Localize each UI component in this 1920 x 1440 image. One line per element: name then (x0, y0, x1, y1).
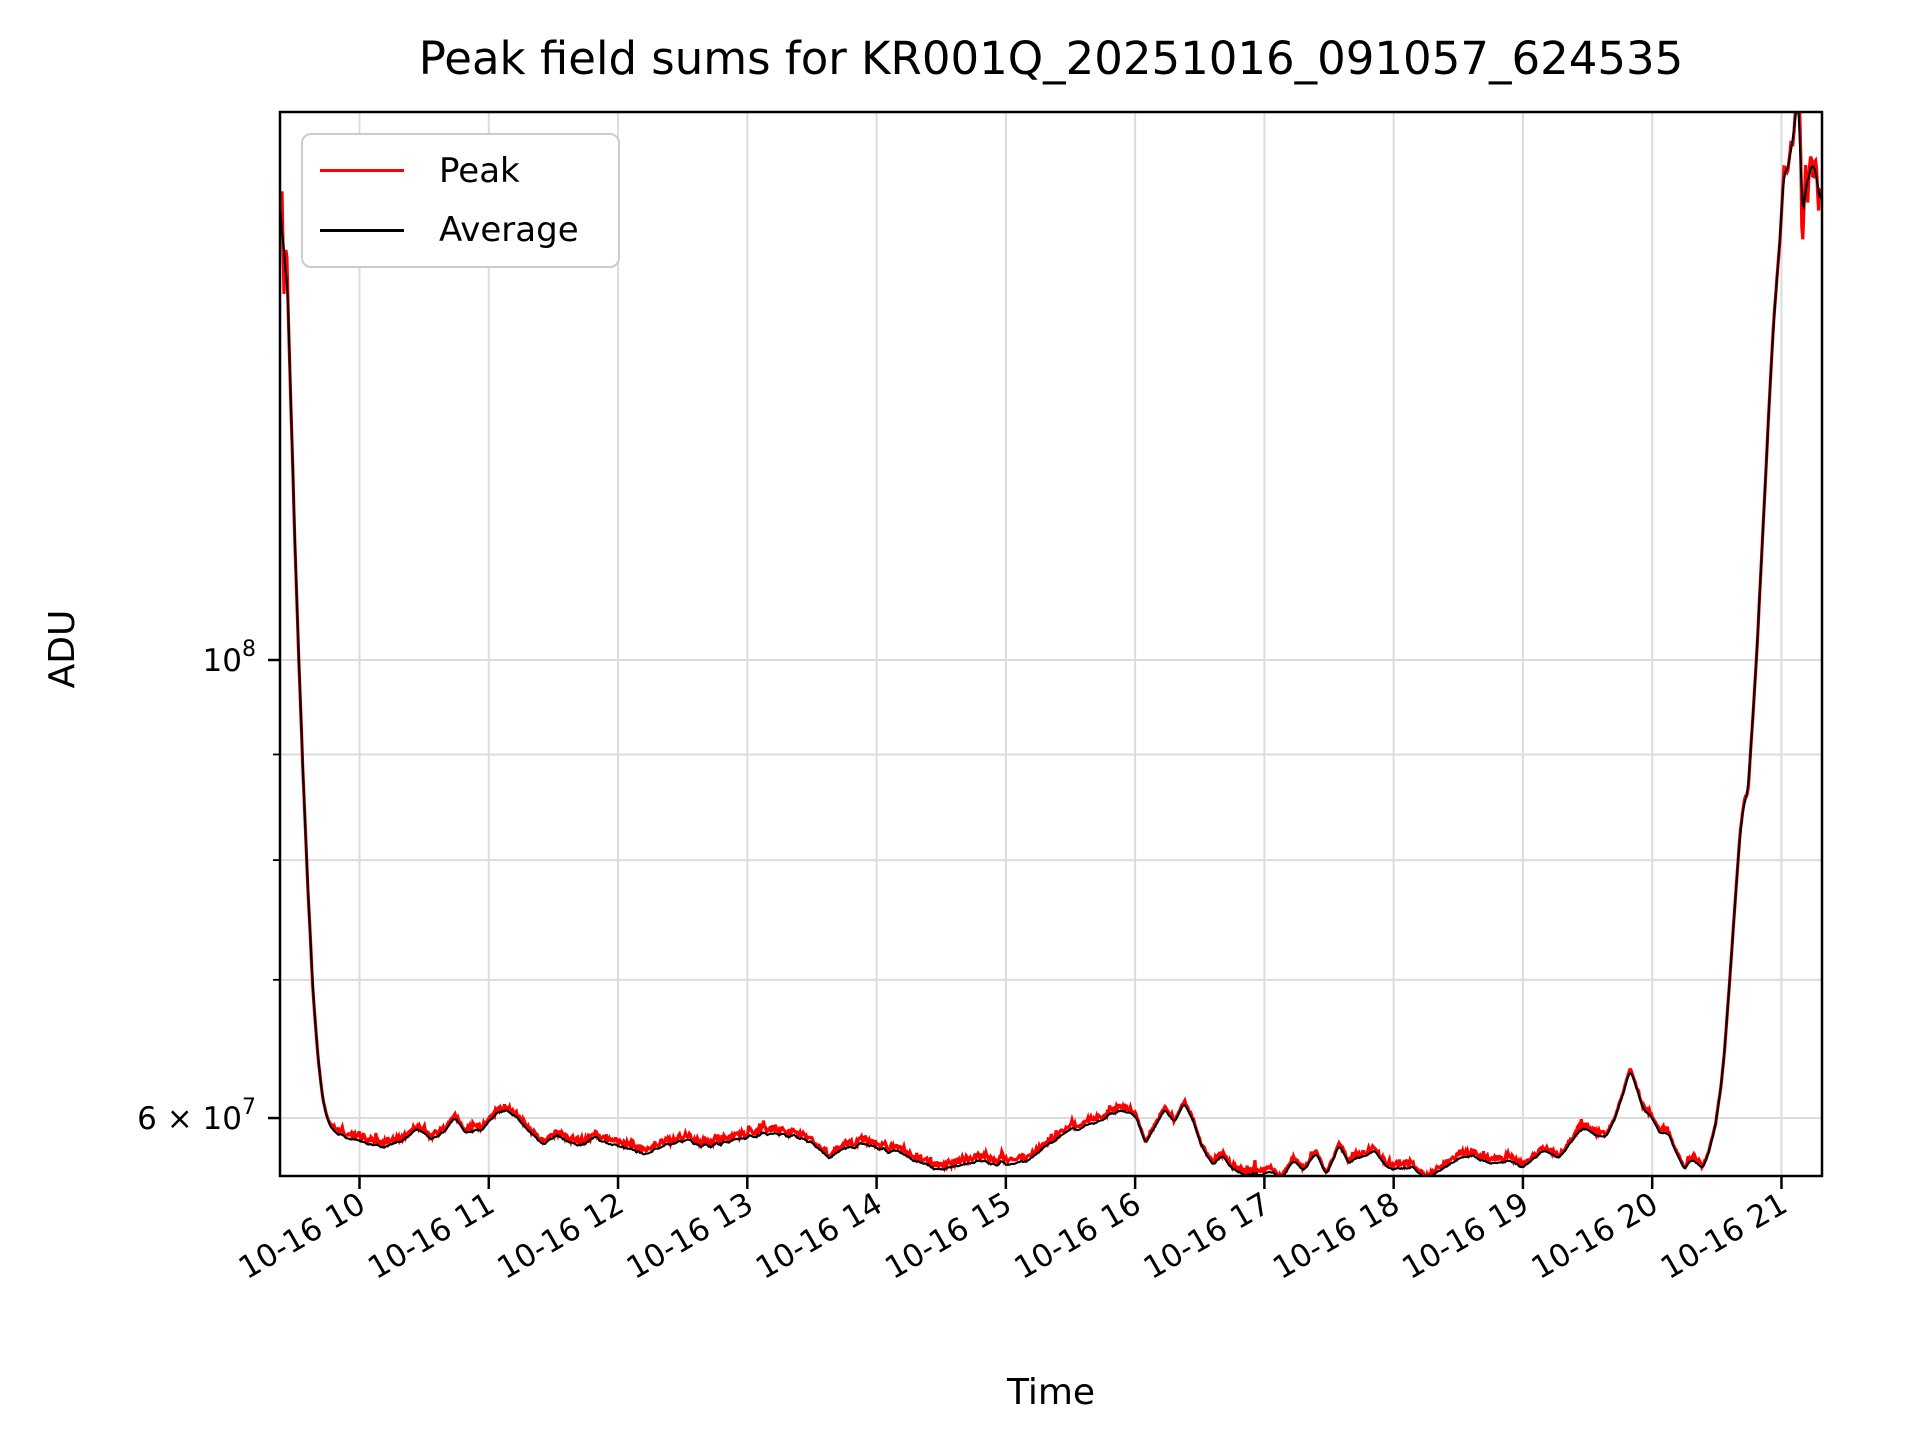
x-tick-label: 10-16 18 (1267, 1186, 1406, 1287)
x-tick-label: 10-16 17 (1138, 1186, 1277, 1287)
x-tick-label: 10-16 11 (362, 1186, 501, 1287)
legend-entry-average: Average (303, 213, 618, 247)
x-tick-label: 10-16 13 (621, 1186, 760, 1287)
legend-entry-peak: Peak (303, 154, 618, 188)
x-tick-label: 10-16 14 (750, 1186, 889, 1287)
x-axis-label: Time (1006, 1372, 1096, 1413)
peak-line-sample (320, 169, 404, 173)
axes-spines (278, 110, 1824, 1178)
x-tick-label: 10-16 15 (879, 1186, 1018, 1287)
average-line-sample (320, 228, 404, 232)
x-tick-label: 10-16 16 (1008, 1186, 1147, 1287)
x-tick-label: 10-16 12 (491, 1186, 630, 1287)
peak-series-line (280, 112, 1822, 1176)
y-tick-label: 108 (203, 637, 256, 679)
x-tick-label: 10-16 19 (1396, 1186, 1535, 1287)
y-tick-label: 6 × 107 (137, 1095, 256, 1137)
average-series-line (280, 112, 1822, 1176)
y-axis-label: ADU (42, 609, 83, 689)
x-tick-label: 10-16 21 (1655, 1186, 1794, 1287)
legend-label-average: Average (439, 210, 579, 251)
legend-box: Peak Average (301, 133, 620, 268)
chart-title: Peak field sums for KR001Q_20251016_0910… (418, 32, 1684, 85)
x-tick-label: 10-16 10 (233, 1186, 372, 1287)
legend-label-peak: Peak (439, 150, 520, 191)
x-tick-label: 10-16 20 (1525, 1186, 1664, 1287)
